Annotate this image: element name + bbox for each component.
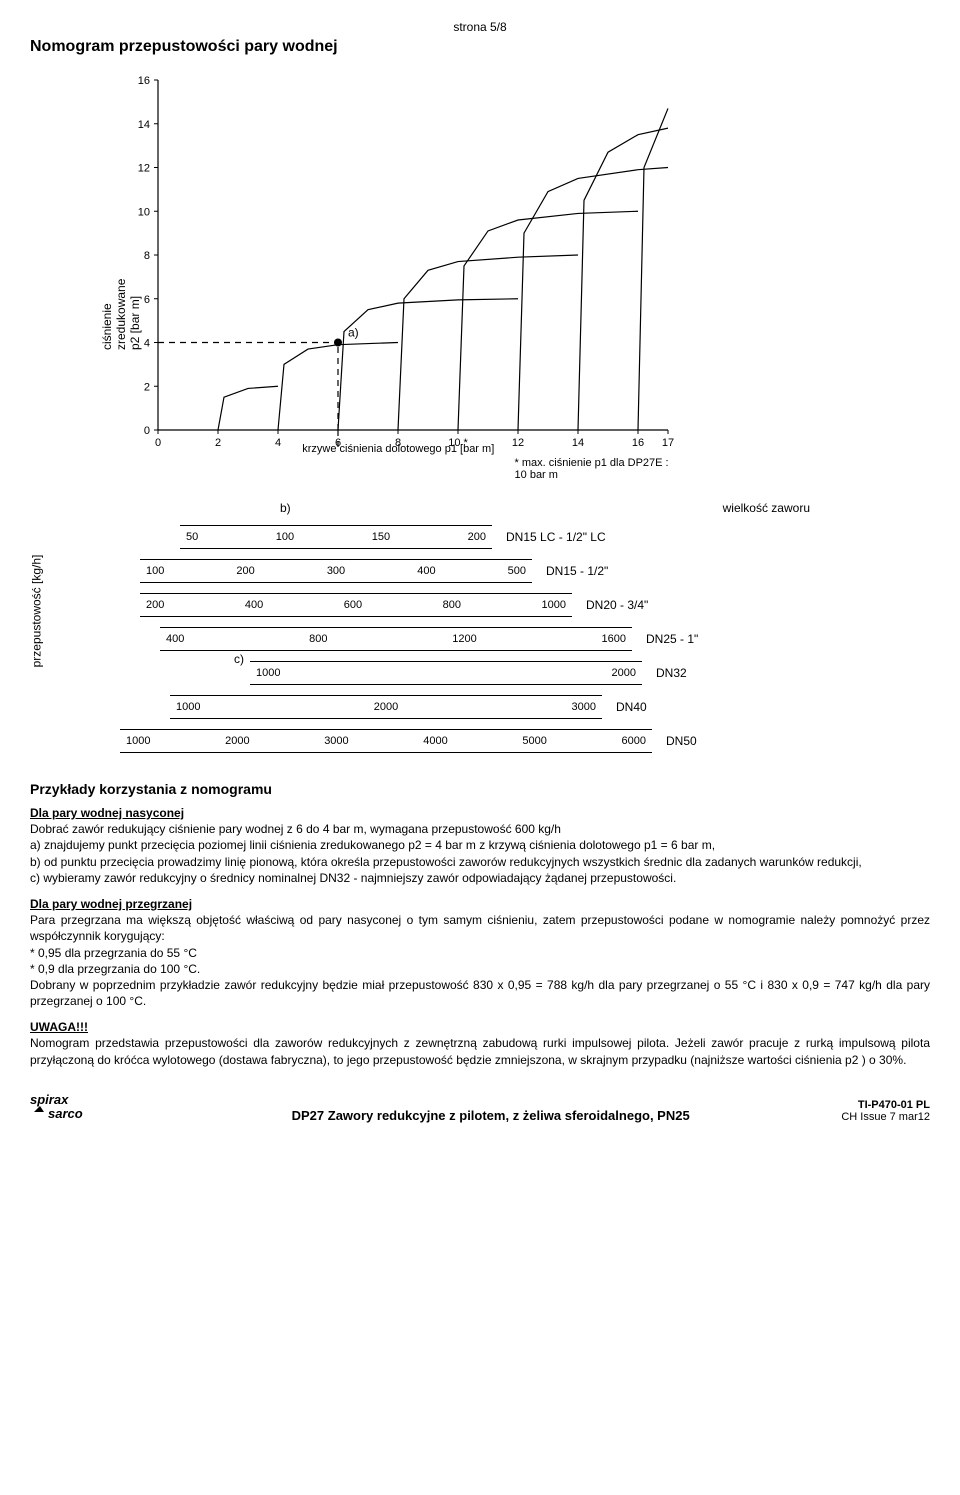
- scale-tick: 1000: [256, 667, 280, 679]
- scale-tick: 3000: [572, 701, 596, 713]
- page-footer: spirax sarco DP27 Zawory redukcyjne z pi…: [30, 1092, 930, 1123]
- scale-row: 400 800 1200 1600 DN25 - 1": [90, 627, 930, 651]
- svg-text:2: 2: [215, 437, 221, 449]
- svg-text:8: 8: [144, 250, 150, 262]
- scale-row: 100 200 300 400 500 DN15 - 1/2": [90, 559, 930, 583]
- y-axis-label: ciśnienie zredukowane p2 [bar m]: [100, 279, 142, 350]
- p2-lead: Dla pary wodnej przegrzanej: [30, 897, 192, 911]
- scale-tick: 500: [508, 565, 526, 577]
- brand-logo: spirax sarco: [30, 1092, 140, 1120]
- scale-tick: 400: [166, 633, 184, 645]
- x-axis-label: krzywe ciśnienia dolotowego p1 [bar m]: [288, 443, 509, 455]
- scale-tick: 2000: [374, 701, 398, 713]
- pressure-chart: ciśnienie zredukowane p2 [bar m] 0 2 4 6 8 10…: [90, 70, 930, 481]
- nomogram-scales: przepustowość [kg/h] 50 100 150 200 DN15 LC …: [30, 525, 930, 763]
- scale-tick: 800: [443, 599, 461, 611]
- scale-tick: 1200: [452, 633, 476, 645]
- svg-text:14: 14: [572, 437, 584, 449]
- chart-svg: 02468101214160246810 *12141617a): [118, 70, 678, 450]
- p1-body: Dobrać zawór redukujący ciśnienie pary w…: [30, 822, 862, 885]
- page-title: Nomogram przepustowości pary wodnej: [30, 38, 930, 56]
- paragraph-saturated: Dla pary wodnej nasyconej Dobrać zawór r…: [30, 805, 930, 886]
- scale-row: 200 400 600 800 1000 DN20 - 3/4": [90, 593, 930, 617]
- examples-heading: Przykłady korzystania z nomogramu: [30, 781, 930, 797]
- scale-label: DN15 LC - 1/2" LC: [506, 530, 606, 544]
- scale-tick: 100: [276, 531, 294, 543]
- paragraph-superheated: Dla pary wodnej przegrzanej Para przegrz…: [30, 896, 930, 1009]
- scale-tick: 150: [372, 531, 390, 543]
- svg-text:spirax: spirax: [30, 1092, 69, 1107]
- scale-tick: 400: [245, 599, 263, 611]
- scale-tick: 600: [344, 599, 362, 611]
- scale-tick: 800: [309, 633, 327, 645]
- scale-label: DN50: [666, 734, 697, 748]
- scale-row: 50 100 150 200 DN15 LC - 1/2" LC: [90, 525, 930, 549]
- p3-body: Nomogram przedstawia przepustowości dla …: [30, 1036, 930, 1066]
- scale-label: DN25 - 1": [646, 632, 698, 646]
- scale-bar: 50 100 150 200: [180, 525, 492, 549]
- scale-tick: 1000: [542, 599, 566, 611]
- svg-text:2: 2: [144, 381, 150, 393]
- scale-tick: 400: [417, 565, 435, 577]
- svg-text:sarco: sarco: [48, 1106, 83, 1120]
- footer-docref: TI-P470-01 PL: [841, 1099, 930, 1111]
- svg-text:4: 4: [144, 338, 150, 350]
- scale-tick: 3000: [324, 735, 348, 747]
- svg-text:16: 16: [138, 75, 150, 87]
- scale-bar: 1000 2000: [250, 661, 642, 685]
- scale-tick: 50: [186, 531, 198, 543]
- marker-c: c): [234, 652, 244, 666]
- scale-label: DN20 - 3/4": [586, 598, 648, 612]
- p3-lead: UWAGA!!!: [30, 1020, 88, 1034]
- scale-bar: 100 200 300 400 500: [140, 559, 532, 583]
- scale-tick: 6000: [621, 735, 645, 747]
- svg-text:4: 4: [275, 437, 281, 449]
- svg-text:12: 12: [512, 437, 524, 449]
- svg-text:17: 17: [662, 437, 674, 449]
- scale-tick: 4000: [423, 735, 447, 747]
- svg-text:14: 14: [138, 119, 150, 131]
- p2-body: Para przegrzana ma większą objętość właś…: [30, 913, 930, 1008]
- marker-b: b): [280, 501, 291, 515]
- scale-bar: 1000 2000 3000: [170, 695, 602, 719]
- paragraph-warning: UWAGA!!! Nomogram przedstawia przepustow…: [30, 1019, 930, 1068]
- scale-label: DN32: [656, 666, 687, 680]
- scale-tick: 300: [327, 565, 345, 577]
- scale-bar: 400 800 1200 1600: [160, 627, 632, 651]
- scale-bar: 200 400 600 800 1000: [140, 593, 572, 617]
- p1-lead: Dla pary wodnej nasyconej: [30, 806, 184, 820]
- max-pressure-note: * max. ciśnienie p1 dla DP27E : 10 bar m: [509, 457, 678, 481]
- scale-tick: 1000: [126, 735, 150, 747]
- scale-row: 1000 2000 3000 DN40: [90, 695, 930, 719]
- scale-tick: 100: [146, 565, 164, 577]
- scale-bar: 1000 2000 3000 4000 5000 6000: [120, 729, 652, 753]
- svg-text:12: 12: [138, 163, 150, 175]
- footer-product: DP27 Zawory redukcyjne z pilotem, z żeli…: [292, 1108, 690, 1123]
- scale-tick: 200: [236, 565, 254, 577]
- scale-tick: 200: [468, 531, 486, 543]
- scale-tick: 2000: [612, 667, 636, 679]
- scale-label: DN15 - 1/2": [546, 564, 608, 578]
- scale-tick: 1600: [602, 633, 626, 645]
- scale-label: DN40: [616, 700, 647, 714]
- svg-text:6: 6: [144, 294, 150, 306]
- svg-text:a): a): [348, 326, 359, 340]
- page-number: strona 5/8: [30, 20, 930, 34]
- footer-issue: CH Issue 7 mar12: [841, 1111, 930, 1123]
- svg-text:10: 10: [138, 206, 150, 218]
- scale-tick: 1000: [176, 701, 200, 713]
- scale-tick: 200: [146, 599, 164, 611]
- scale-row: c)10002000DN32: [90, 661, 930, 685]
- scale-tick: 5000: [522, 735, 546, 747]
- flow-axis-label: przepustowość [kg/h]: [29, 555, 43, 668]
- scale-tick: 2000: [225, 735, 249, 747]
- svg-text:0: 0: [155, 437, 161, 449]
- valve-size-caption: wielkość zaworu: [723, 501, 810, 515]
- svg-text:0: 0: [144, 425, 150, 437]
- scale-row: 1000 2000 3000 4000 5000 6000 DN50: [90, 729, 930, 753]
- svg-text:16: 16: [632, 437, 644, 449]
